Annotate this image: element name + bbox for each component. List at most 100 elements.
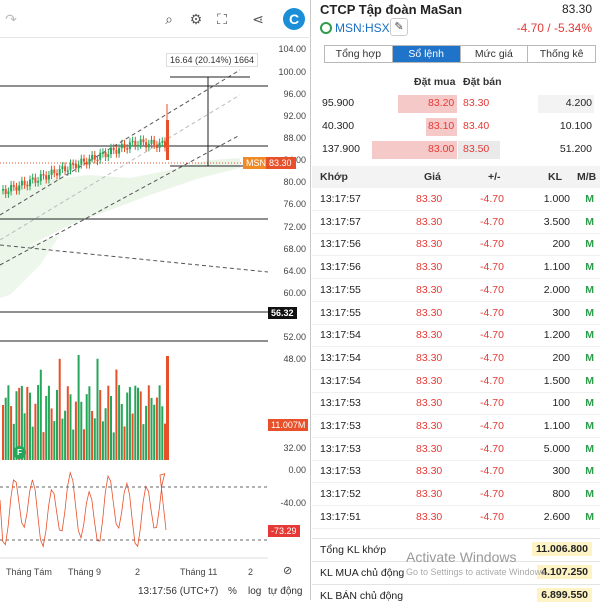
screenshot-search-icon[interactable]: ⌕ xyxy=(165,11,173,27)
time-axis-label: Tháng Tám xyxy=(6,567,52,577)
auto-toggle[interactable]: tự động xyxy=(268,586,303,597)
price-chart-panel[interactable]: ↷ ⌕ ⚙ ⛶ ⋖ C 104.00 100.00 96.00 92.00 88… xyxy=(0,0,311,600)
trade-row[interactable]: 13:17:56 83.30 -4.70 1.100 M xyxy=(312,256,600,280)
volume-bar xyxy=(145,405,148,460)
volume-bar xyxy=(104,408,107,460)
redo-icon[interactable]: ↷ xyxy=(5,11,17,27)
candle-body xyxy=(64,166,67,172)
price-axis-label: 60.00 xyxy=(283,288,306,298)
candle-body xyxy=(39,174,42,181)
volume-bar xyxy=(37,385,40,460)
volume-bar xyxy=(7,385,10,460)
candle-body xyxy=(53,169,56,174)
trade-row[interactable]: 13:17:57 83.30 -4.70 3.500 M xyxy=(312,211,600,234)
volume-bar xyxy=(39,369,42,460)
candle-body xyxy=(107,154,110,158)
quote-panel: CTCP Tập đoàn MaSan 83.30 MSN:HSX ✎ -4.7… xyxy=(312,0,600,602)
volume-bar xyxy=(10,406,13,460)
app-logo-icon[interactable]: C xyxy=(283,8,305,30)
trade-row[interactable]: 13:17:55 83.30 -4.70 2.000 M xyxy=(312,279,600,302)
volume-bar xyxy=(64,410,67,460)
trade-row[interactable]: 13:17:54 83.30 -4.70 1.200 M xyxy=(312,324,600,348)
candle-body xyxy=(18,185,21,191)
vol-axis-label: 52.00 xyxy=(283,332,306,342)
trade-row[interactable]: 13:17:53 83.30 -4.70 5.000 M xyxy=(312,438,600,461)
chart-toolbar: ↷ ⌕ ⚙ ⛶ ⋖ C xyxy=(0,0,311,38)
trade-row[interactable]: 13:17:53 83.30 -4.70 300 M xyxy=(312,460,600,484)
volume-bar xyxy=(83,429,85,460)
tab-summary[interactable]: Tổng hợp xyxy=(325,46,393,62)
trade-row[interactable]: 13:17:56 83.30 -4.70 200 M xyxy=(312,233,600,257)
volume-bar xyxy=(99,390,102,460)
goto-date-icon[interactable]: ⊘ xyxy=(283,565,293,577)
chart-canvas[interactable] xyxy=(0,0,311,600)
volume-bar xyxy=(20,385,23,460)
candle-body xyxy=(153,139,156,145)
candle-body xyxy=(166,120,169,160)
candle-body xyxy=(23,180,26,185)
tab-orderbook[interactable]: Sổ lệnh xyxy=(392,46,461,62)
volume-bar xyxy=(47,385,50,460)
trade-row[interactable]: 13:17:53 83.30 -4.70 100 M xyxy=(312,392,600,416)
candle-body xyxy=(42,174,45,176)
last-price-tag: 83.30 xyxy=(266,157,296,169)
price-axis-label: 80.00 xyxy=(283,177,306,187)
volume-bar xyxy=(93,418,96,460)
price-axis-label: 76.00 xyxy=(283,199,306,209)
trade-row[interactable]: 13:17:54 83.30 -4.70 200 M xyxy=(312,347,600,370)
channel-line xyxy=(0,69,241,216)
candle-body xyxy=(93,154,96,160)
trade-row[interactable]: 13:17:55 83.30 -4.70 300 M xyxy=(312,302,600,325)
volume-bar xyxy=(58,358,61,460)
oscillator-line xyxy=(0,471,167,548)
measure-tooltip: 16.64 (20.14%) 1664 xyxy=(166,53,259,67)
candle-body xyxy=(118,148,121,154)
ichimoku-cloud xyxy=(0,235,60,298)
candle-body xyxy=(83,158,85,162)
volume-bar xyxy=(23,413,26,460)
candle-body xyxy=(58,169,61,176)
level-tag: 56.32 xyxy=(268,307,297,319)
price-axis-label: 88.00 xyxy=(283,133,306,143)
volume-bar xyxy=(80,401,83,460)
candle-body xyxy=(12,184,15,187)
share-icon[interactable]: ⋖ xyxy=(252,11,264,27)
volume-bar xyxy=(110,396,112,460)
volume-bar xyxy=(26,386,29,460)
edit-pencil-icon[interactable]: ✎ xyxy=(390,18,408,36)
fullscreen-icon[interactable]: ⛶ xyxy=(217,11,227,27)
orderbook-row[interactable]: 40.300 83.10 83.40 10.100 xyxy=(312,116,600,138)
trades-header: Khớp Giá +/- KL M/B xyxy=(312,166,600,188)
candle-body xyxy=(74,163,77,169)
candle-body xyxy=(69,163,72,171)
symbol-label[interactable]: MSN:HSX xyxy=(335,21,390,35)
settings-gear-icon[interactable]: ⚙ xyxy=(189,11,203,27)
trade-row[interactable]: 13:17:53 83.30 -4.70 1.100 M xyxy=(312,415,600,438)
trade-row[interactable]: 13:17:54 83.30 -4.70 1.500 M xyxy=(312,370,600,393)
candle-body xyxy=(134,140,137,146)
percent-toggle[interactable]: % xyxy=(228,586,237,597)
os-watermark-title: Activate Windows xyxy=(406,549,517,565)
event-flag-icon[interactable]: F xyxy=(13,446,26,459)
orderbook-row[interactable]: 137.900 83.00 83.50 51.200 xyxy=(312,139,600,161)
candle-body xyxy=(88,158,91,165)
volume-bar xyxy=(29,392,31,460)
trade-row[interactable]: 13:17:51 83.30 -4.70 2.600 M xyxy=(312,506,600,529)
osc-axis-label: -40.00 xyxy=(280,498,306,508)
volume-bar xyxy=(142,424,145,460)
trade-row[interactable]: 13:17:52 83.30 -4.70 800 M xyxy=(312,483,600,507)
volume-bar xyxy=(123,426,126,460)
tab-statistics[interactable]: Thống kê xyxy=(528,46,595,62)
time-axis-label: 2 xyxy=(135,567,141,577)
candle-body xyxy=(7,191,10,194)
volume-bar xyxy=(77,355,80,460)
volume-bar xyxy=(31,426,34,460)
orderbook-row[interactable]: 95.900 83.20 83.30 4.200 xyxy=(312,93,600,115)
log-toggle[interactable]: log xyxy=(248,586,262,597)
channel-line xyxy=(0,134,241,266)
candle-body xyxy=(112,147,115,151)
trade-row[interactable]: 13:17:57 83.30 -4.70 1.000 M xyxy=(312,188,600,211)
tab-price-levels[interactable]: Mức giá xyxy=(460,46,529,62)
volume-bar xyxy=(56,389,58,460)
candle-body xyxy=(85,161,88,165)
